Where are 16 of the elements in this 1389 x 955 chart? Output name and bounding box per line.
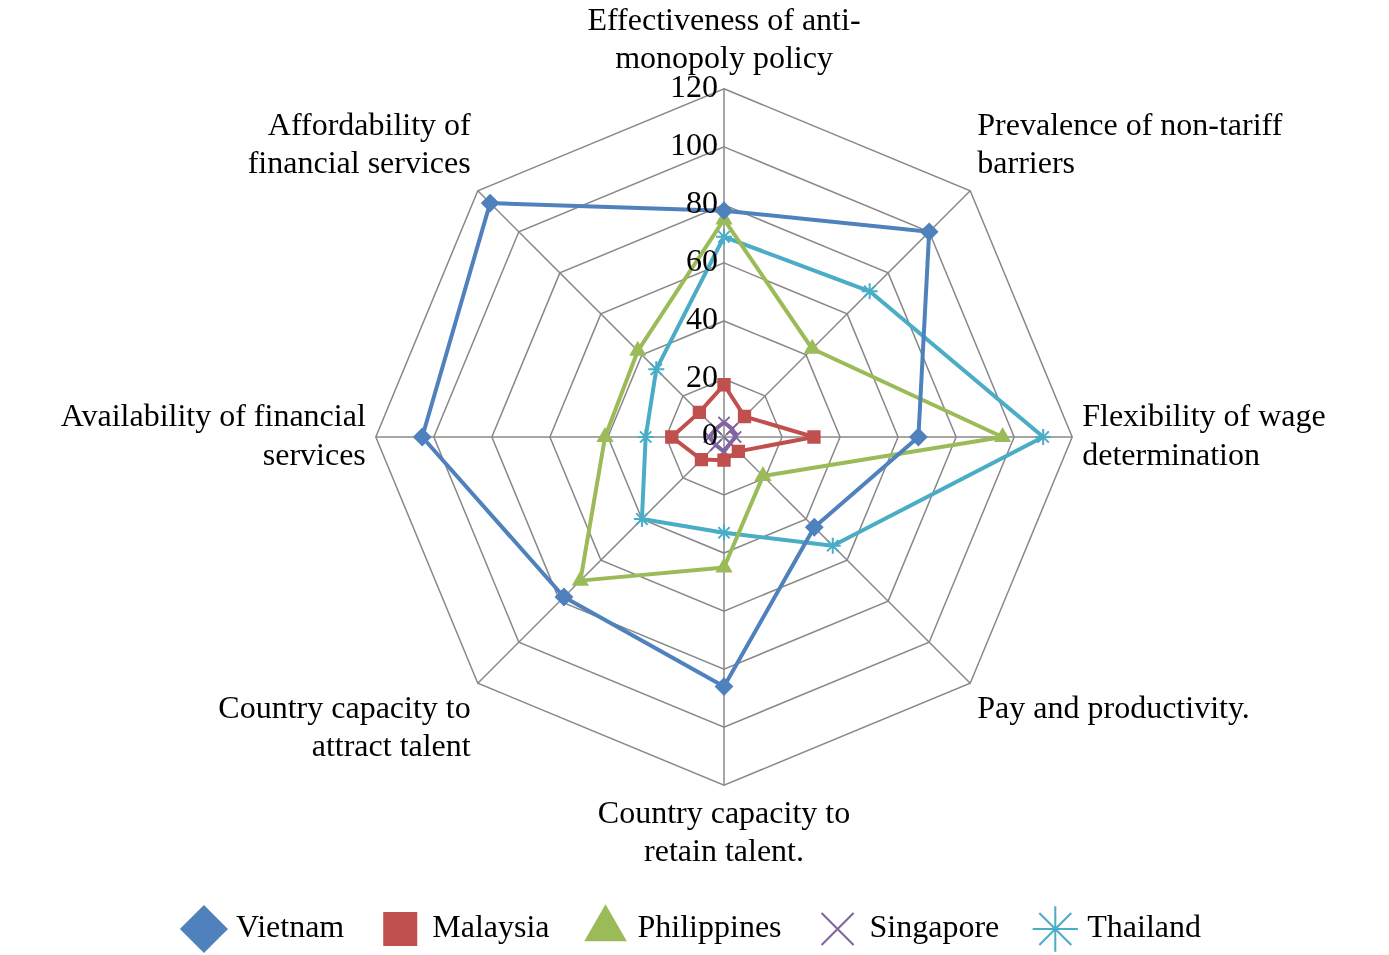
spoke-label: Affordability of financial services <box>247 105 472 180</box>
y-tick-label: 0 <box>702 416 718 453</box>
y-tick-label: 100 <box>670 126 718 163</box>
spoke-label: Country capacity to attract talent <box>218 688 471 764</box>
spoke-label: Country capacity to retain talent. <box>597 793 851 869</box>
legend-label: Singapore <box>869 908 1000 945</box>
y-tick-label: 20 <box>686 358 718 395</box>
y-tick-label: 40 <box>686 300 718 337</box>
legend-label: Philippines <box>637 908 782 945</box>
spoke-label: Pay and productivity. <box>977 688 1250 725</box>
legend-label: Malaysia <box>432 908 550 945</box>
spoke-label: Availability of financial services <box>60 397 366 472</box>
legend-label: Vietnam <box>235 908 345 945</box>
spoke-label: Flexibility of wage determination <box>1082 397 1326 472</box>
spoke-label: Prevalence of non-tariff barriers <box>977 105 1283 180</box>
legend-label: Thailand <box>1087 908 1202 945</box>
